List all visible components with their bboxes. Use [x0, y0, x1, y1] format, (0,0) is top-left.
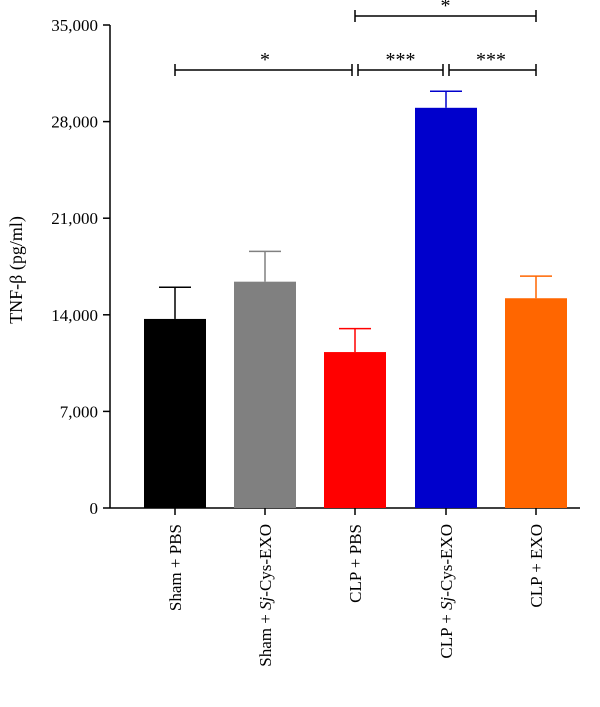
category-label: CLP + EXO [527, 524, 546, 608]
category-label: CLP + PBS [346, 524, 365, 603]
y-tick-label: 14,000 [51, 306, 98, 325]
bar [415, 107, 477, 509]
category-label-italic: Sj [256, 596, 275, 610]
category-label-part: PBS [346, 524, 365, 554]
category-label-part: CLP + [437, 610, 456, 659]
significance-label: *** [386, 49, 416, 71]
category-label-part: PBS [166, 524, 185, 554]
significance-brackets: * *** **** [174, 0, 537, 76]
category-label-part: -Cys-EXO [437, 524, 456, 597]
bars [144, 90, 567, 509]
bar [324, 352, 386, 508]
significance-label: *** [476, 49, 506, 71]
bar [505, 298, 567, 508]
axes: 0 7,000 14,000 21,000 28,000 35,000 [51, 16, 580, 518]
y-tick-label: 7,000 [60, 402, 98, 421]
y-tick-label: 35,000 [51, 16, 98, 35]
category-label-part: -Cys-EXO [256, 524, 275, 597]
category-label-part: CLP + [527, 559, 546, 608]
significance-label: * [441, 0, 451, 17]
y-axis-label: TNF-β (pg/ml) [6, 216, 27, 324]
significance-label: * [260, 49, 270, 71]
category-label-part: Sham + [256, 610, 275, 667]
y-tick-label: 0 [90, 499, 99, 518]
category-label: Sham + PBS [166, 524, 185, 611]
bar [234, 281, 296, 508]
y-tick-label: 28,000 [51, 113, 98, 132]
category-label-part: CLP + [346, 554, 365, 603]
category-label-part: EXO [527, 524, 546, 559]
category-label-italic: Sj [437, 596, 456, 610]
category-label-part: Sham + [166, 554, 185, 611]
category-label: CLP + Sj-Cys-EXO [437, 524, 456, 659]
category-label: Sham + Sj-Cys-EXO [256, 524, 275, 667]
y-tick-label: 21,000 [51, 209, 98, 228]
bar [144, 318, 206, 508]
